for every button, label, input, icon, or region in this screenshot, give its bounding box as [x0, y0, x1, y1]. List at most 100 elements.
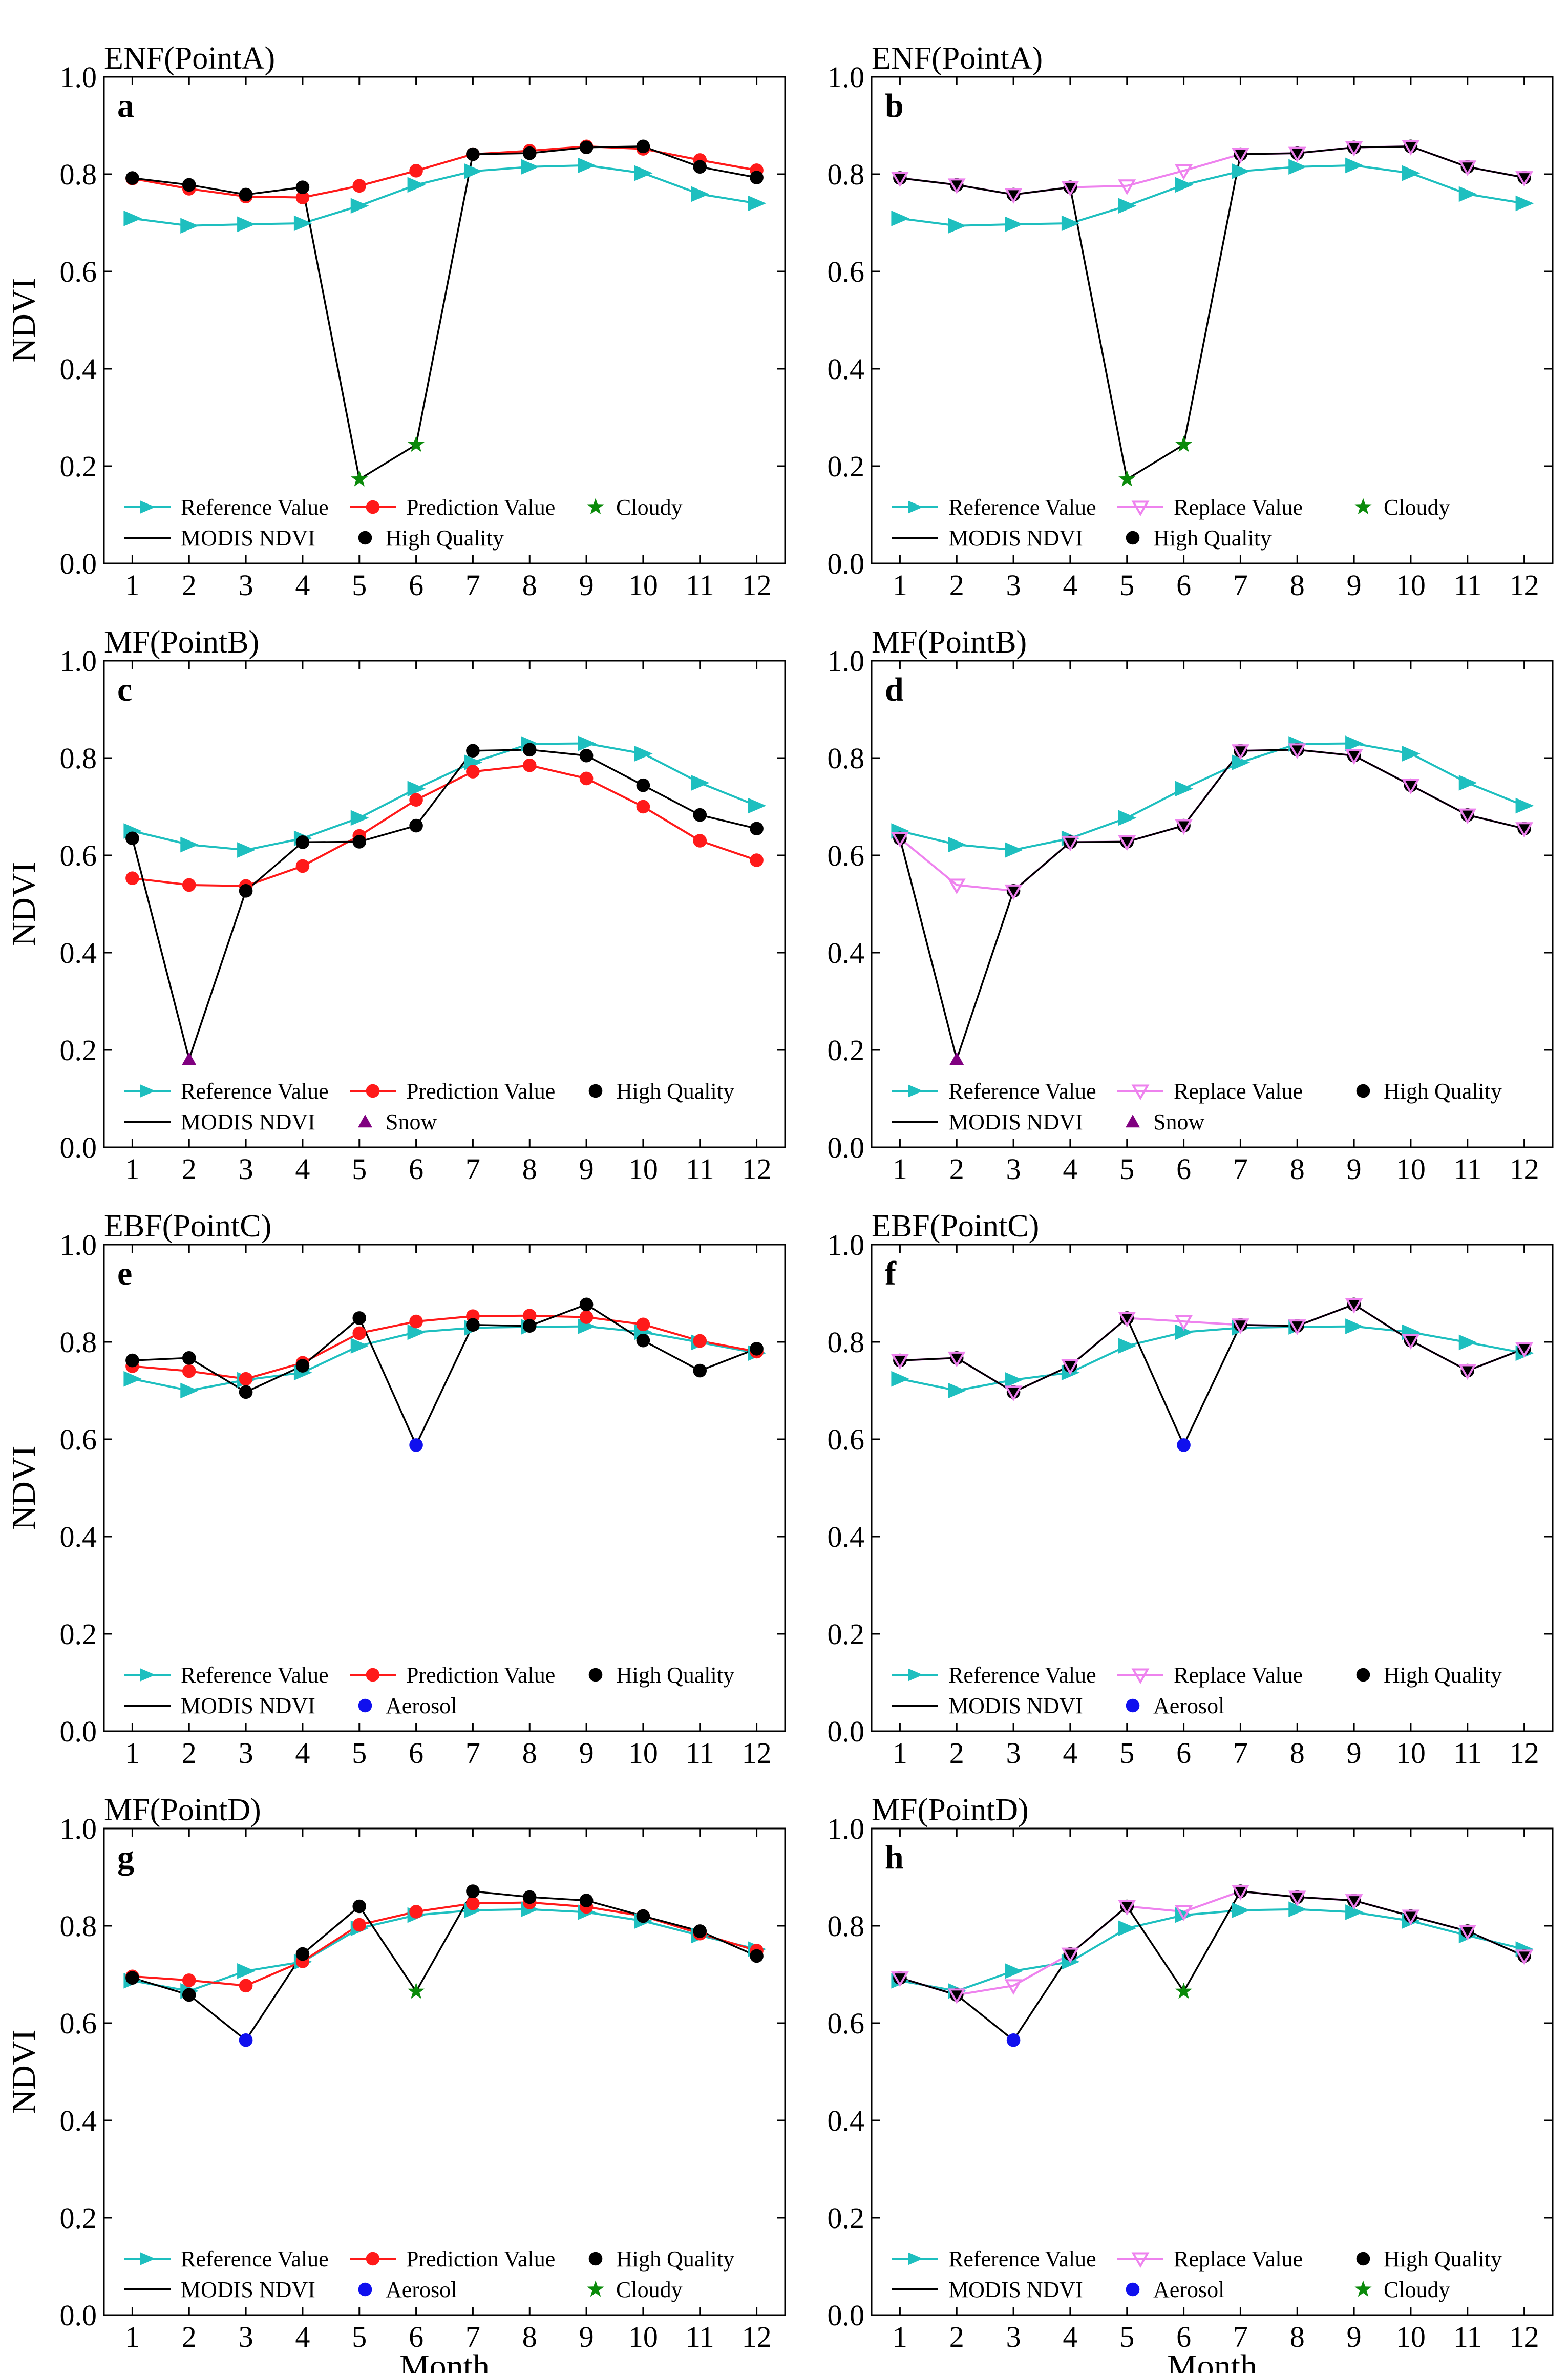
replace-point — [1061, 835, 1079, 852]
x-tick-label: 7 — [465, 1152, 480, 1186]
high-quality-point — [1347, 1894, 1361, 1907]
x-tick-label: 5 — [352, 569, 367, 602]
x-tick-label: 6 — [409, 1736, 423, 1770]
high-quality-point — [1460, 808, 1475, 822]
legend-label: Reference Value — [181, 2246, 329, 2272]
prediction-point — [522, 758, 537, 772]
replace-point — [1345, 141, 1363, 157]
legend-marker — [1356, 2252, 1370, 2266]
plot-frame — [103, 1244, 786, 1732]
legend-item-reference: Reference Value — [892, 1663, 1096, 1688]
high-quality-point — [636, 778, 650, 792]
replace-point — [1118, 835, 1136, 851]
y-tick-label: 0.8 — [60, 1909, 97, 1943]
replace-point — [1175, 819, 1193, 835]
x-tick-label: 8 — [1290, 1152, 1305, 1186]
replace-point — [1061, 1359, 1079, 1375]
legend-marker — [1126, 1115, 1140, 1128]
legend: Reference Value Prediction Value High Qual… — [124, 1079, 734, 1134]
x-tick-label: 11 — [1453, 569, 1482, 602]
replace-point — [947, 178, 966, 194]
aerosol-point — [1006, 2033, 1021, 2047]
reference-point — [691, 775, 710, 791]
replace-point — [891, 172, 909, 187]
legend-item-cloudy: Cloudy — [1354, 495, 1450, 520]
legend-item-cloudy: Cloudy — [1354, 2277, 1450, 2302]
y-tick-label: 0.0 — [828, 1131, 865, 1164]
legend-item-cloudy: Cloudy — [587, 495, 683, 520]
legend-label: Replace Value — [1174, 1079, 1303, 1104]
panel-c: 0.00.20.40.60.81.01 2 3 4 5 6 7 8 9 10 11 12MF(Poin… — [5, 625, 786, 1186]
x-tick-label: 1 — [893, 1152, 907, 1186]
prediction-point — [750, 853, 764, 867]
high-quality-point — [466, 147, 480, 161]
prediction-point — [466, 1897, 480, 1910]
panel-title: MF(PointD) — [872, 1793, 1029, 1827]
reference-point — [1005, 1963, 1023, 1979]
y-tick-label: 0.2 — [60, 450, 97, 483]
legend-item-replace: Replace Value — [1117, 2246, 1303, 2272]
reference-point — [521, 159, 539, 175]
legend-label: Cloudy — [1384, 2277, 1450, 2302]
legend-marker — [140, 1668, 156, 1682]
reference-point — [407, 781, 426, 797]
series-replace-line — [899, 748, 1525, 892]
panel-letter: a — [117, 87, 134, 124]
x-tick-label: 6 — [409, 569, 423, 602]
legend-item-aerosol: Aerosol — [1126, 1693, 1224, 1718]
legend-label: Reference Value — [948, 1079, 1096, 1104]
reference-point — [948, 1382, 966, 1399]
x-tick-label: 7 — [465, 2320, 480, 2353]
series-reference-line — [899, 1325, 1524, 1392]
x-tick-label: 6 — [1176, 1736, 1191, 1770]
high-quality-point — [352, 1311, 367, 1325]
x-tick-label: 2 — [949, 2320, 964, 2353]
legend-marker — [1126, 1698, 1140, 1713]
replace-point — [1118, 179, 1136, 195]
replace-point — [891, 1354, 909, 1370]
replace-point — [1288, 1319, 1306, 1335]
legend-label: MODIS NDVI — [948, 526, 1083, 551]
prediction-point — [693, 1334, 707, 1348]
high-quality-point — [1006, 1385, 1021, 1399]
legend-marker — [358, 1115, 372, 1128]
reference-point — [123, 211, 142, 226]
reference-point — [464, 163, 483, 179]
cloudy-point — [1175, 435, 1193, 452]
series-modis-line — [132, 1303, 757, 1447]
x-tick-label: 6 — [1176, 1152, 1191, 1186]
x-tick-label: 5 — [352, 1736, 367, 1770]
y-tick-label: 0.0 — [828, 547, 865, 580]
prediction-point — [409, 164, 423, 178]
x-tick-label: 10 — [628, 569, 658, 602]
legend-marker — [908, 2252, 923, 2265]
prediction-point — [636, 1317, 650, 1332]
prediction-point — [182, 1973, 196, 1987]
reference-point — [1005, 216, 1023, 233]
x-tick-label: 4 — [295, 1152, 310, 1186]
legend-marker — [140, 500, 156, 514]
reference-point — [1345, 157, 1364, 174]
x-tick-label: 4 — [1063, 2320, 1077, 2353]
reference-point — [1288, 159, 1307, 175]
replace-point — [1118, 1900, 1136, 1916]
reference-point — [237, 1963, 256, 1979]
x-tick-label: 1 — [893, 1736, 907, 1770]
legend-label: Reference Value — [948, 1663, 1096, 1688]
legend-label: Aerosol — [1153, 1693, 1224, 1718]
x-tick-label: 10 — [1396, 2320, 1426, 2353]
x-tick-label: 1 — [893, 2320, 907, 2353]
y-tick-label: 0.6 — [60, 2007, 97, 2040]
prediction-point — [466, 765, 480, 779]
x-tick-label: 2 — [949, 569, 964, 602]
y-tick-label: 1.0 — [60, 1228, 97, 1262]
y-tick-label: 0.4 — [828, 2104, 865, 2137]
x-tick-label: 4 — [295, 1736, 310, 1770]
legend-item-modis: MODIS NDVI — [124, 2277, 315, 2302]
high-quality-point — [1063, 1947, 1077, 1961]
x-tick-label: 8 — [1290, 1736, 1305, 1770]
high-quality-point — [125, 831, 139, 846]
x-tick-label: 8 — [522, 2320, 537, 2353]
replace-point — [1175, 1315, 1193, 1331]
x-tick-label: 12 — [742, 569, 772, 602]
